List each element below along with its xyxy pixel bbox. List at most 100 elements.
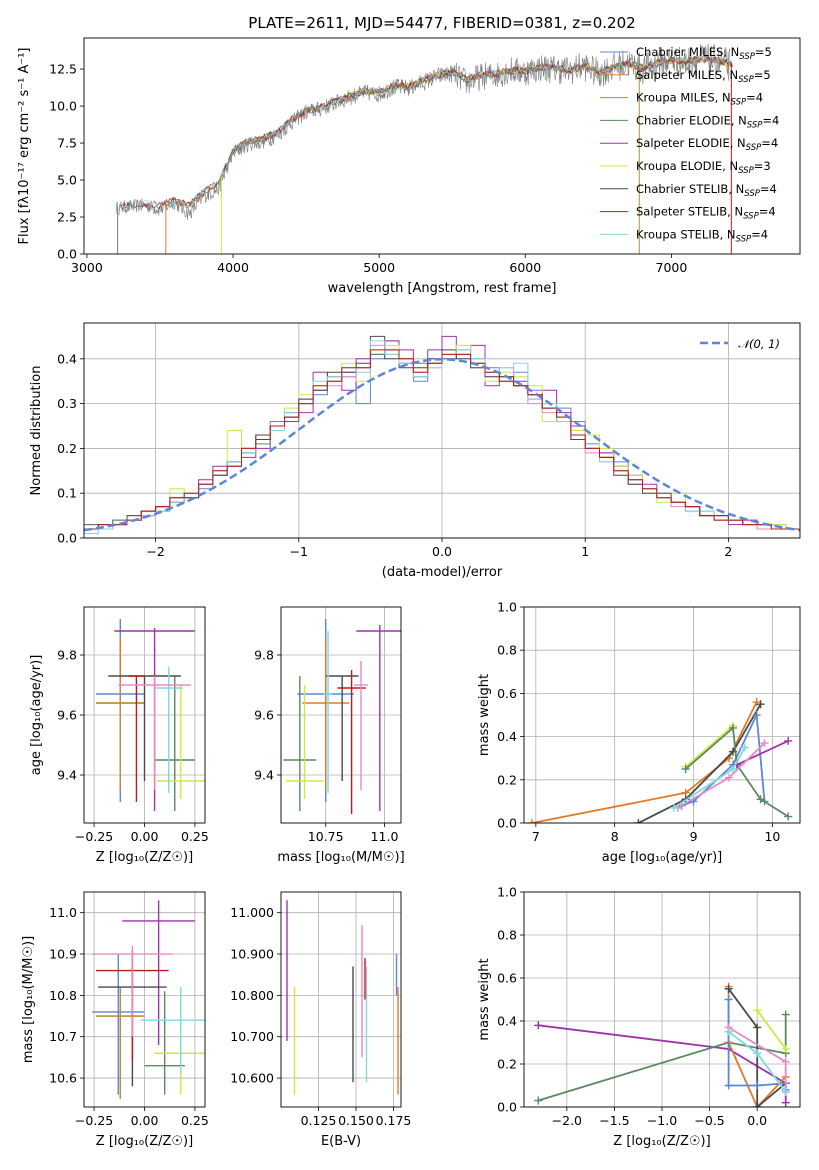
weight-marker <box>724 995 733 1004</box>
weight_vs_Z-xtick-label: −0.5 <box>694 1113 724 1128</box>
mass_vs_ebv-xtick-label: 0.150 <box>338 1113 374 1128</box>
weight-marker <box>681 765 690 773</box>
weight_vs_Z-plot-area <box>534 982 790 1107</box>
legend-entry-3: Chabrier ELODIE, NSSP=4 <box>636 113 779 130</box>
weight-marker <box>753 1049 762 1058</box>
weight_vs_age-axes-frame <box>523 606 801 824</box>
legend-label: Kroupa MILES, N <box>636 91 731 105</box>
mass_vs_ebv-ytick-label: 11.000 <box>230 905 274 920</box>
age_vs_Z-xtick-label: 0.25 <box>181 829 209 844</box>
legend-label: Chabrier ELODIE, N <box>636 113 747 127</box>
legend-subscript: SSP <box>738 166 754 176</box>
mass-vs-metallicity-panel: −0.25 0.00 0.25 10.6 10.7 10.8 10.9 11.0 Z [log₁… <box>21 891 209 1149</box>
weight_vs_age-xtick-label: 7 <box>532 829 540 844</box>
residuals-ylabel: Normed distribution <box>29 366 44 496</box>
mass_vs_Z-ytick-label: 10.9 <box>49 947 77 962</box>
weight-marker <box>753 1023 762 1032</box>
spectrum-xtick-label: 4000 <box>217 260 249 275</box>
legend-label: Salpeter STELIB, N <box>636 205 743 219</box>
age_vs_mass-xlabel: mass [log₁₀(M/M☉)] <box>277 850 404 865</box>
legend-subscript: SSP <box>747 120 763 130</box>
weight_vs_age-xlabel: age [log₁₀(age/yr)] <box>602 850 723 865</box>
legend-entry-6: Chabrier STELIB, NSSP=4 <box>636 182 777 199</box>
weight-line-3 <box>685 725 734 768</box>
spectrum-ytick-label: 0.0 <box>57 247 77 262</box>
weight_vs_age-ytick-label: 0.8 <box>497 643 517 658</box>
spectrum-xlabel: wavelength [Angstrom, rest frame] <box>328 281 557 296</box>
weight_vs_Z-xtick-label: −1.5 <box>599 1113 629 1128</box>
residuals-xtick-label: 1 <box>581 544 589 559</box>
observed-spectrum-line <box>115 43 731 220</box>
weight-line-3 <box>727 988 787 1107</box>
legend-entry-2: Kroupa MILES, NSSP=4 <box>636 91 763 108</box>
age_vs_Z-axes-frame <box>83 606 206 824</box>
legend-label: Salpeter MILES, N <box>636 68 738 82</box>
legend-count: =4 <box>760 182 777 196</box>
mass_vs_ebv-xlabel: E(B-V) <box>321 1134 361 1149</box>
weight-marker <box>728 765 737 773</box>
residuals-ytick-label: 0.2 <box>57 441 77 456</box>
mass_vs_ebv-ytick-label: 10.800 <box>230 988 274 1003</box>
weight-marker <box>740 743 749 752</box>
weight-vs-age-panel: 7 8 9 10 0.0 0.2 0.4 0.6 0.8 1.0 age [log₁₀(age/yr… <box>477 600 801 865</box>
weight-marker <box>781 1057 790 1066</box>
mass-vs-ebv-panel: 0.125 0.150 0.175 10.600 10.700 10.800 10.900 1… <box>230 891 411 1149</box>
mass_vs_ebv-ytick-label: 10.600 <box>230 1071 274 1086</box>
age_vs_Z-ytick-label: 9.8 <box>57 648 77 663</box>
residuals-xtick-label: −2 <box>146 544 164 559</box>
weight_vs_age-ylabel: mass weight <box>477 674 492 756</box>
mass_vs_ebv-ytick-label: 10.700 <box>230 1029 274 1044</box>
weight-marker <box>753 1103 762 1107</box>
legend-subscript: SSP <box>739 52 755 62</box>
legend-label: Kroupa STELIB, N <box>636 227 736 241</box>
age_vs_mass-xtick-label: 11.0 <box>371 829 399 844</box>
age_vs_mass-ytick-label: 9.8 <box>254 648 274 663</box>
residuals-ytick-label: 0.0 <box>57 531 77 546</box>
mass_vs_Z-xtick-label: 0.00 <box>131 1113 159 1128</box>
figure-title: PLATE=2611, MJD=54477, FIBERID=0381, z=0… <box>248 14 635 32</box>
mass_vs_Z-xtick-label: 0.25 <box>181 1113 209 1128</box>
weight-marker <box>781 1010 790 1019</box>
residuals-xtick-label: 2 <box>724 544 732 559</box>
age_vs_Z-xtick-label: −0.25 <box>75 829 113 844</box>
spectrum-ytick-label: 2.5 <box>57 210 77 225</box>
histogram-series-7 <box>84 349 800 530</box>
legend-count: =4 <box>759 205 776 219</box>
mass_vs_Z-ytick-label: 10.7 <box>49 1029 77 1044</box>
legend-subscript: SSP <box>738 75 754 85</box>
legend-subscript: SSP <box>744 189 760 199</box>
spectrum-plot-area <box>115 43 734 254</box>
mass_vs_Z-xlabel: Z [log₁₀(Z/Z☉)] <box>96 1134 193 1149</box>
weight-marker <box>669 803 678 812</box>
legend-count: =5 <box>754 68 771 82</box>
mass_vs_Z-plot-area <box>92 900 205 1099</box>
residuals-ytick-label: 0.1 <box>57 486 77 501</box>
weight-vs-metallicity-panel: −2.0 −1.5 −1.0 −0.5 0.0 0.0 0.2 0.4 0.6 0.8 1.0 Z [… <box>477 885 801 1149</box>
age_vs_mass-plot-area <box>283 619 401 814</box>
weight_vs_Z-ytick-label: 0.4 <box>497 1014 517 1029</box>
weight_vs_Z-axes-frame <box>523 891 801 1108</box>
age_vs_mass-xtick-label: 10.75 <box>308 829 344 844</box>
weight-line-0 <box>531 701 758 823</box>
weight_vs_age-xtick-label: 8 <box>611 829 619 844</box>
weight-marker <box>756 795 765 804</box>
legend-entry-4: Salpeter ELODIE, NSSP=4 <box>636 136 778 153</box>
weight-marker <box>756 700 765 709</box>
spectrum-ytick-label: 12.5 <box>49 62 77 77</box>
weight_vs_Z-ytick-label: 0.0 <box>497 1100 517 1115</box>
age_vs_Z-plot-area <box>96 619 205 811</box>
gaussian-curve <box>84 358 800 532</box>
age_vs_mass-ytick-label: 9.4 <box>254 768 274 783</box>
residuals-xlabel: (data-model)/error <box>382 565 503 580</box>
weight-marker <box>752 711 761 719</box>
weight_vs_Z-ytick-label: 0.6 <box>497 971 517 986</box>
weight-marker <box>725 773 734 782</box>
spectrum-panel: 3000 4000 5000 6000 7000 0.0 2.5 5.0 7.5 10.0 12.5… <box>17 37 801 296</box>
weight_vs_age-ytick-label: 0.6 <box>497 686 517 701</box>
weight-marker <box>534 1021 543 1030</box>
spectrum-axes-frame <box>83 37 801 255</box>
legend-count: =3 <box>754 159 771 173</box>
legend-subscript: SSP <box>736 234 752 244</box>
weight-marker <box>724 1081 733 1090</box>
